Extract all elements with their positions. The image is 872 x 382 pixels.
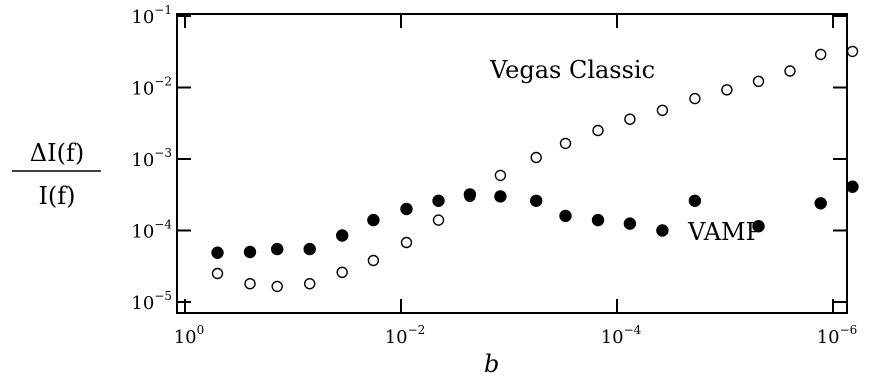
y-axis-label-denominator: I(f) [38, 182, 75, 210]
vamp-point [271, 242, 284, 256]
vamp-point [559, 209, 572, 223]
y-tick-label: 10−5 [131, 289, 172, 314]
vamp-point [303, 242, 316, 256]
y-tick-label: 10−1 [131, 3, 172, 28]
vamp-point [656, 224, 669, 237]
vamp-point [530, 194, 543, 208]
vegas-classic-point [592, 124, 604, 137]
vamp-point [367, 213, 380, 227]
y-axis-label: ΔI(f) I(f) [12, 139, 101, 210]
vegas-classic-point [304, 278, 316, 290]
vamp-point [400, 202, 413, 216]
vamp-point [623, 217, 637, 230]
series-vegas-classic [211, 45, 859, 293]
vamp-point [494, 190, 507, 203]
vegas-classic-point [784, 65, 796, 77]
vegas-classic-point [244, 278, 256, 290]
plot-frame [176, 13, 848, 314]
vamp-point [243, 245, 257, 259]
vegas-classic-point [689, 92, 701, 105]
vamp-point [814, 197, 827, 210]
vamp-point [336, 229, 349, 242]
vamp-point [752, 219, 765, 233]
vegas-classic-point [494, 169, 507, 182]
vegas-classic-point [815, 48, 827, 61]
vegas-classic-point [400, 236, 413, 249]
vegas-classic-point [367, 254, 380, 267]
y-tick-label: 10−2 [131, 75, 172, 100]
vegas-classic-point [530, 151, 542, 164]
x-tick-label: 100 [174, 323, 205, 348]
annotation-vegas-classic: Vegas Classic [489, 56, 655, 84]
vegas-classic-point [211, 267, 224, 280]
vamp-point [463, 188, 477, 201]
y-axis-ticks: 10−1 10−2 10−3 10−4 10−5 [131, 3, 847, 314]
vegas-classic-point [271, 280, 283, 293]
vegas-classic-point [656, 104, 669, 117]
vamp-point [846, 180, 859, 193]
vamp-point [688, 194, 702, 208]
x-axis-label: b [484, 350, 499, 378]
y-axis-label-numerator: ΔI(f) [30, 139, 84, 167]
vegas-classic-point [559, 137, 572, 150]
y-tick-label: 10−3 [131, 146, 172, 171]
vegas-classic-point [336, 266, 348, 278]
vegas-classic-point [752, 75, 765, 88]
vegas-classic-point [846, 45, 859, 58]
vegas-classic-point [624, 113, 636, 125]
y-tick-label: 10−4 [131, 218, 172, 243]
vamp-point [432, 194, 445, 208]
series-vamp [211, 180, 859, 259]
vamp-point [591, 213, 605, 227]
x-axis-ticks: 100 10−2 10−4 10−6 [174, 14, 858, 348]
vegas-classic-point [432, 214, 445, 226]
vamp-point [211, 246, 224, 259]
annotation-vamp: VAMP [687, 218, 762, 246]
vegas-classic-point [721, 84, 733, 96]
x-tick-label: 10−6 [817, 323, 858, 348]
x-tick-label: 10−4 [601, 323, 642, 348]
x-tick-label: 10−2 [385, 323, 426, 348]
